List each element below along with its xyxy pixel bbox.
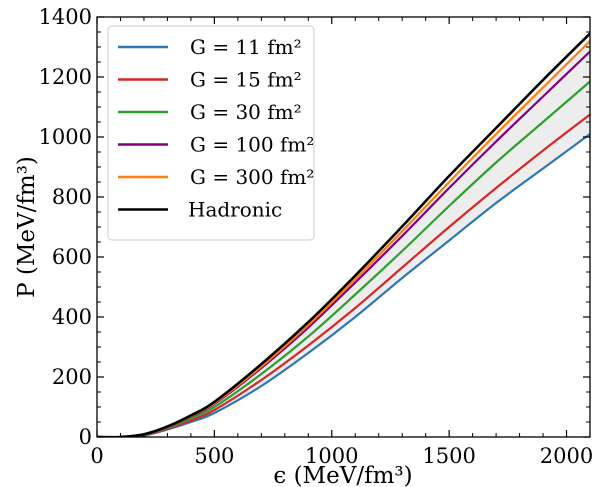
series-layer	[97, 32, 590, 437]
legend-label: G = 100 fm²	[190, 133, 314, 157]
tick-layer: 0 500 1000 1500 2000 0 200 400 600 800 1000 1200 140…	[39, 5, 594, 468]
y-tick-label: 400	[52, 305, 92, 329]
legend: G = 11 fm² G = 15 fm² G = 30 fm² G = 100 fm…	[107, 25, 315, 241]
x-tick-label: 1500	[422, 444, 475, 468]
x-tick-label: 500	[194, 444, 234, 468]
legend-label: Hadronic	[188, 198, 282, 222]
legend-label: G = 11 fm²	[190, 35, 302, 59]
y-tick-label: 800	[52, 185, 92, 209]
x-tick-label: 0	[90, 444, 103, 468]
x-tick-label: 1000	[305, 444, 358, 468]
legend-label: G = 30 fm²	[190, 100, 302, 124]
y-tick-label: 1400	[39, 5, 92, 29]
series-line-6	[97, 32, 590, 437]
y-tick-label: 200	[52, 365, 92, 389]
y-tick-label: 600	[52, 245, 92, 269]
x-axis-label: ϵ (MeV/fm³)	[273, 463, 412, 487]
legend-label: G = 300 fm²	[190, 165, 314, 189]
y-axis-label: P (MeV/fm³)	[14, 156, 40, 298]
y-tick-label: 0	[79, 425, 92, 449]
y-tick-label: 1200	[39, 65, 92, 89]
y-tick-label: 1000	[39, 125, 92, 149]
legend-label: G = 15 fm²	[190, 68, 302, 92]
x-tick-label: 2000	[540, 444, 593, 468]
